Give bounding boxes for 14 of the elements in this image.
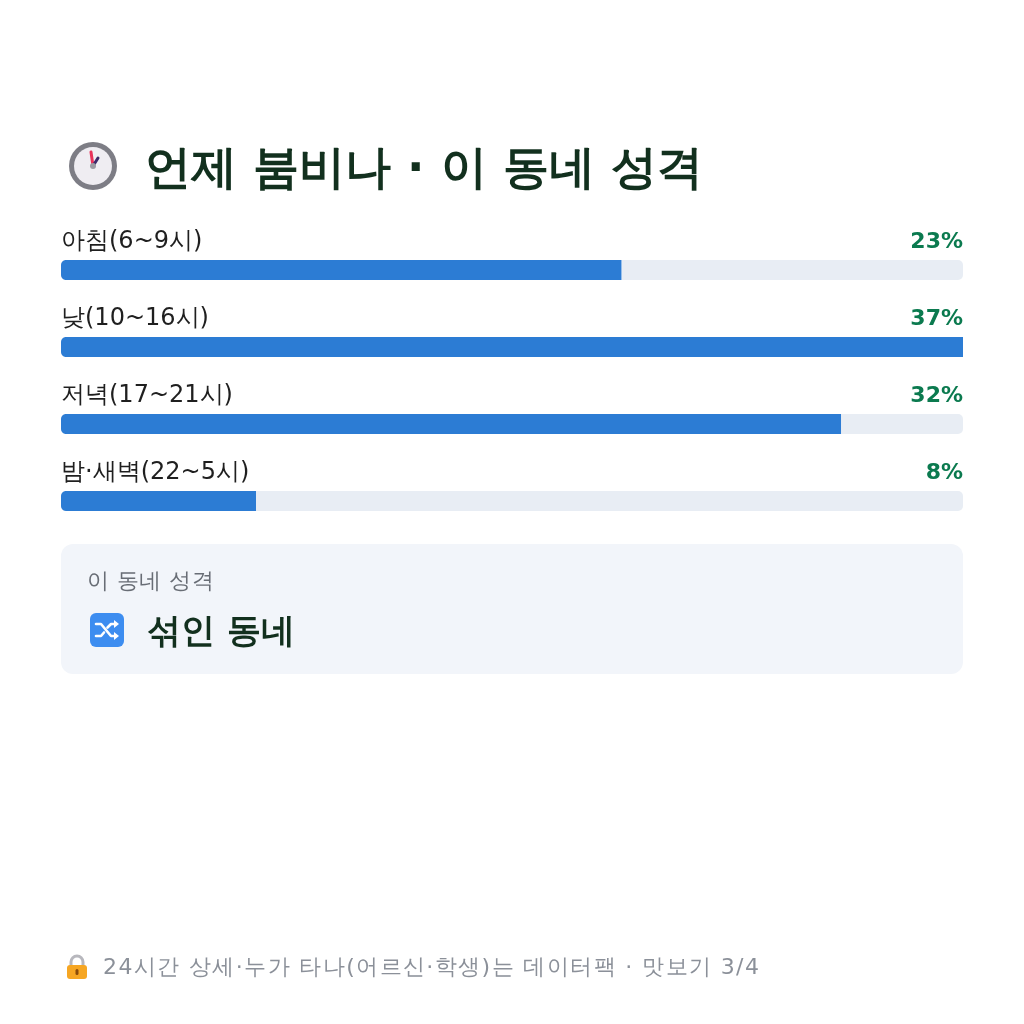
y-tick-label: 저녁(17~21시)	[61, 380, 233, 408]
y-tick-label: 아침(6~9시)	[61, 226, 203, 254]
data-label: 32%	[910, 382, 963, 407]
bar	[61, 337, 963, 357]
bar	[61, 491, 257, 511]
y-tick-label: 밤·새벽(22~5시)	[61, 457, 250, 485]
data-label: 37%	[910, 305, 963, 330]
text: 이 동네 성격	[87, 567, 215, 595]
chart-title: 언제 붐비나 · 이 동네 성격	[145, 140, 703, 194]
data-label: 8%	[925, 459, 963, 484]
y-tick-label: 낮(10~16시)	[61, 303, 209, 331]
text: 섞인 동네	[147, 609, 295, 651]
text: 24시간 상세·누가 타나(어르신·학생)는 데이터팩 · 맛보기 3/4	[103, 953, 761, 981]
data-label: 23%	[910, 228, 963, 253]
